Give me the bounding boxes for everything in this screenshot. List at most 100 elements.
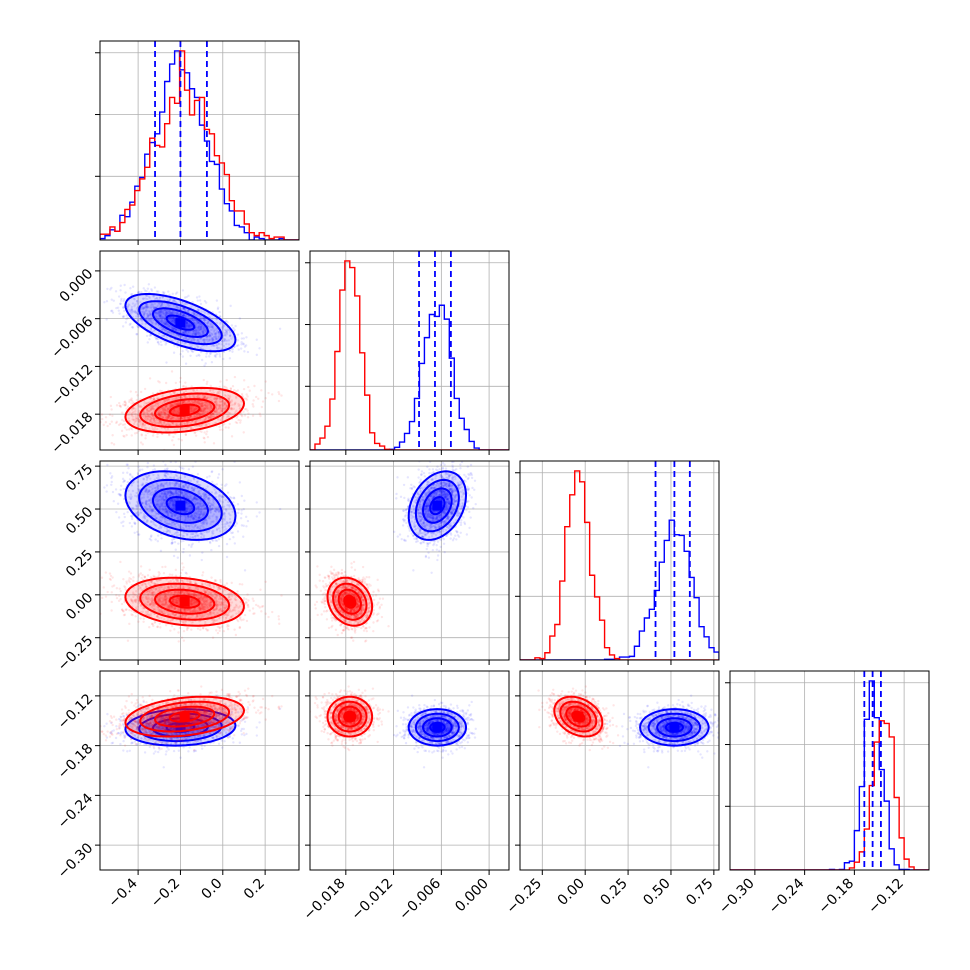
sample-point — [166, 303, 169, 306]
sample-point — [199, 315, 203, 318]
sample-point — [170, 326, 174, 329]
sample-point — [228, 397, 231, 400]
sample-point — [161, 296, 164, 299]
histogram-series-0 — [520, 519, 719, 660]
sample-point — [203, 407, 207, 410]
sample-point — [140, 318, 143, 321]
sample-point — [219, 403, 222, 407]
sample-point — [183, 296, 187, 299]
sample-point — [123, 515, 126, 519]
sample-point — [157, 309, 161, 313]
sample-point — [149, 320, 153, 323]
sample-point — [127, 413, 131, 417]
sample-point — [205, 411, 209, 414]
sample-point — [183, 416, 186, 419]
sample-point — [161, 517, 164, 520]
sample-point — [199, 317, 202, 320]
sample-point — [187, 515, 191, 518]
sample-point — [167, 304, 170, 308]
sample-point — [228, 537, 232, 541]
sample-point — [125, 407, 128, 410]
sample-point — [158, 315, 162, 318]
sample-point — [168, 309, 171, 312]
sample-point — [242, 342, 245, 345]
sample-point — [149, 314, 152, 317]
sample-point — [164, 412, 167, 415]
sample-point — [197, 321, 200, 324]
sample-point — [173, 397, 176, 401]
sample-point — [218, 391, 221, 394]
sample-point — [164, 413, 167, 416]
sample-point — [237, 404, 240, 408]
sample-point — [197, 309, 201, 312]
sample-point — [166, 398, 169, 402]
sample-point — [115, 421, 118, 425]
sample-point — [152, 404, 155, 408]
sample-point — [122, 306, 125, 309]
sample-point — [109, 472, 112, 475]
sample-point — [186, 415, 189, 419]
sample-point — [135, 417, 139, 420]
sample-point — [208, 323, 212, 326]
sample-point — [200, 403, 203, 406]
sample-point — [184, 336, 187, 339]
sample-point — [240, 509, 243, 512]
sample-point — [191, 300, 194, 304]
sample-point — [153, 297, 157, 301]
sample-point — [211, 325, 214, 329]
sample-point — [190, 409, 194, 412]
sample-point — [188, 395, 191, 399]
sample-point — [225, 413, 229, 416]
sample-point — [236, 389, 240, 392]
sample-point — [164, 319, 167, 322]
sample-point — [152, 397, 155, 400]
sample-point — [198, 328, 201, 332]
sample-point — [201, 413, 204, 416]
sample-point — [144, 305, 148, 308]
sample-point — [243, 345, 247, 348]
sample-point — [165, 409, 168, 412]
sample-point — [180, 416, 183, 420]
sample-point — [214, 410, 217, 413]
sample-point — [126, 510, 129, 514]
sample-point — [131, 285, 135, 288]
sample-point — [133, 298, 136, 301]
sample-point — [141, 422, 145, 426]
sample-point — [163, 317, 167, 320]
sample-point — [143, 289, 147, 292]
sample-point — [162, 530, 165, 533]
sample-point — [191, 465, 195, 468]
sample-point — [161, 407, 165, 410]
sample-point — [174, 329, 178, 332]
sample-point — [148, 313, 152, 316]
sample-point — [157, 290, 160, 293]
sample-point — [220, 495, 223, 498]
sample-point — [170, 476, 173, 479]
sample-point — [215, 331, 218, 335]
sample-point — [170, 331, 174, 335]
sample-point — [175, 492, 179, 495]
sample-point — [134, 303, 137, 306]
sample-point — [150, 315, 153, 318]
sample-point — [171, 319, 174, 323]
sample-point — [217, 331, 220, 334]
sample-point — [141, 307, 145, 311]
sample-point — [208, 339, 211, 342]
sample-point — [148, 410, 151, 413]
sample-point — [180, 418, 183, 421]
sample-point — [180, 417, 183, 420]
sample-point — [170, 326, 174, 329]
sample-point — [159, 316, 162, 319]
sample-point — [240, 524, 244, 527]
sample-point — [161, 407, 165, 410]
sample-point — [144, 415, 148, 418]
sample-point — [167, 413, 170, 416]
sample-point — [185, 324, 189, 328]
sample-point — [149, 306, 153, 310]
sample-point — [156, 427, 159, 431]
sample-point — [172, 320, 176, 323]
sample-point — [127, 417, 130, 420]
sample-point — [171, 439, 174, 442]
sample-point — [228, 517, 232, 521]
sample-point — [164, 322, 168, 325]
